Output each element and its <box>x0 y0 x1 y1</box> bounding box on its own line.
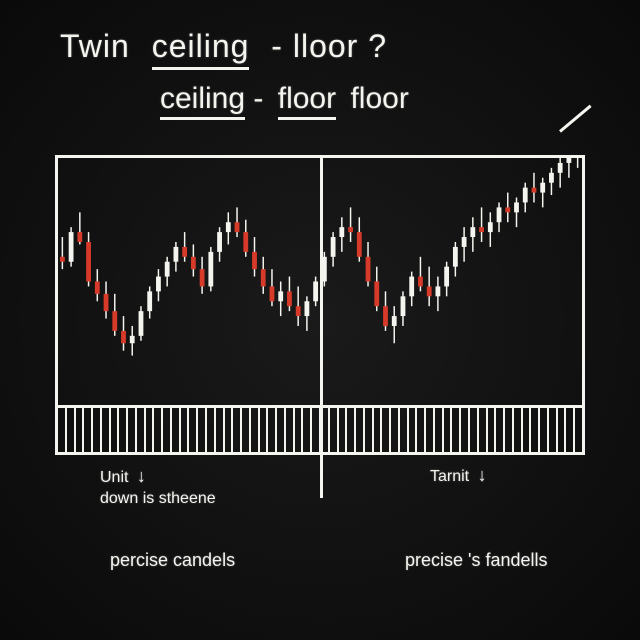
tick <box>198 408 207 452</box>
subtitle-word-ceiling: ceiling <box>160 82 245 120</box>
tick <box>365 408 374 452</box>
tick <box>277 408 286 452</box>
tick <box>84 408 93 452</box>
tick <box>67 408 76 452</box>
tick <box>216 408 225 452</box>
tick <box>233 408 242 452</box>
tick <box>330 408 339 452</box>
tick <box>189 408 198 452</box>
tick <box>496 408 505 452</box>
tick <box>488 408 497 452</box>
tick <box>461 408 470 452</box>
title-word-ceiling: ceiling <box>152 28 250 70</box>
title-dash: - <box>271 28 283 65</box>
tick <box>242 408 251 452</box>
tick <box>207 408 216 452</box>
tick <box>172 408 181 452</box>
tick <box>566 408 575 452</box>
tick <box>374 408 383 452</box>
tick <box>93 408 102 452</box>
tick <box>225 408 234 452</box>
annot-right-text: Tarnit <box>430 468 469 485</box>
tick <box>409 408 418 452</box>
tick <box>575 408 582 452</box>
tick <box>426 408 435 452</box>
tick <box>514 408 523 452</box>
tick <box>549 408 558 452</box>
tick <box>417 408 426 452</box>
tick <box>295 408 304 452</box>
tick <box>523 408 532 452</box>
annotation-right: Tarnit ↓ <box>430 465 491 486</box>
annot-left-unit: Unit <box>100 469 128 486</box>
tick <box>470 408 479 452</box>
tick <box>260 408 269 452</box>
tick <box>400 408 409 452</box>
annotation-left: Unit ↓ down is stheene <box>100 465 216 510</box>
tick <box>339 408 348 452</box>
tick <box>146 408 155 452</box>
arrow-down-icon: ↓ <box>137 465 146 488</box>
tick <box>312 408 321 452</box>
tick <box>58 408 67 452</box>
tick <box>444 408 453 452</box>
tick <box>452 408 461 452</box>
breakout-line <box>559 105 592 133</box>
tick-band <box>55 405 585 455</box>
tick <box>119 408 128 452</box>
tick <box>321 408 330 452</box>
candlestick-chart <box>58 158 582 405</box>
chart-frame <box>55 155 585 405</box>
title-question: ? <box>368 28 387 65</box>
tick <box>111 408 120 452</box>
tick <box>540 408 549 452</box>
tick <box>137 408 146 452</box>
annot-left-line2: down is stheene <box>100 490 216 507</box>
tick <box>163 408 172 452</box>
tick <box>391 408 400 452</box>
tick <box>505 408 514 452</box>
title-word-twin: Twin <box>60 28 130 65</box>
tick <box>286 408 295 452</box>
caption-left: percise candels <box>110 550 235 571</box>
tick <box>268 408 277 452</box>
tick <box>102 408 111 452</box>
tick <box>347 408 356 452</box>
tick <box>128 408 137 452</box>
tick <box>558 408 567 452</box>
tick <box>531 408 540 452</box>
subtitle-word-floor1: floor <box>278 82 336 120</box>
tick <box>154 408 163 452</box>
tick <box>181 408 190 452</box>
subtitle-word-floor2: floor <box>350 82 408 115</box>
tick <box>303 408 312 452</box>
tick <box>76 408 85 452</box>
subtitle-dash: - <box>253 82 263 115</box>
title-line-2: ceiling - floor floor <box>160 82 409 116</box>
title-line-1: Twin ceiling - lloor ? <box>60 28 387 70</box>
tick <box>356 408 365 452</box>
tick <box>251 408 260 452</box>
tick <box>382 408 391 452</box>
tick <box>479 408 488 452</box>
title-word-lloor: lloor <box>293 28 358 65</box>
arrow-down-icon: ↓ <box>478 465 487 486</box>
tick <box>435 408 444 452</box>
caption-right: precise 's fandells <box>405 550 548 571</box>
